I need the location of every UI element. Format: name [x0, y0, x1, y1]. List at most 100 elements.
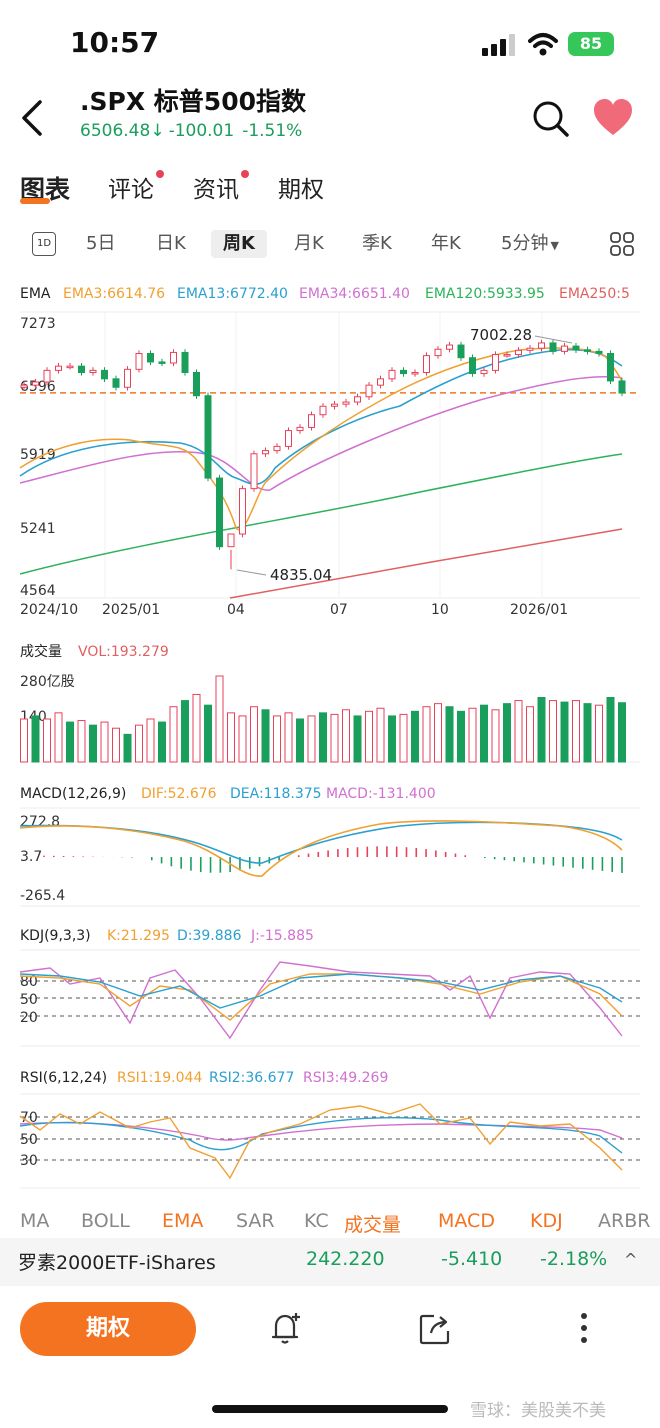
volume-bar: [514, 700, 523, 763]
volume-bar: [330, 713, 339, 763]
candle: [411, 371, 419, 375]
candle: [607, 352, 614, 382]
chevron-down-icon: ▼: [550, 239, 559, 252]
tab-comments-label: 评论: [108, 177, 154, 203]
grid-layout-icon[interactable]: [610, 232, 634, 256]
volume-legend-value: VOL:193.279: [78, 644, 169, 660]
tab-news[interactable]: 资讯: [193, 170, 249, 204]
rsi1-value: RSI1:19.044: [117, 1070, 202, 1086]
volume-bar: [296, 718, 304, 763]
kdj-axis-label: 50: [20, 992, 38, 1008]
back-button[interactable]: [18, 98, 48, 138]
volume-bar: [595, 704, 603, 763]
candle: [181, 351, 189, 373]
period-yearly[interactable]: 年K: [431, 233, 461, 254]
intraday-icon[interactable]: 1D: [32, 232, 56, 256]
ticker-change-percent: -2.18%: [540, 1248, 608, 1270]
volume-bar: [319, 712, 327, 763]
tab-options[interactable]: 期权: [278, 170, 324, 204]
candle: [227, 533, 235, 548]
candle: [112, 378, 120, 388]
candle: [239, 488, 246, 535]
macd-axis-label: -265.4: [20, 888, 65, 904]
period-weekly[interactable]: 周K: [211, 230, 267, 258]
volume-bar: [618, 702, 626, 763]
indicator-volume[interactable]: 成交量: [344, 1214, 402, 1236]
volume-bar: [353, 715, 362, 763]
volume-bar: [388, 715, 396, 763]
notification-dot: [241, 170, 249, 178]
kdj-axis-label: 80: [20, 974, 38, 990]
kdj-j-value: J:-15.885: [250, 928, 314, 944]
candle: [273, 445, 281, 452]
volume-bar: [468, 707, 477, 763]
rsi-axis-label: 70: [20, 1110, 38, 1126]
indicator-macd[interactable]: MACD: [438, 1210, 495, 1232]
period-5day[interactable]: 5日: [86, 233, 116, 254]
volume-bar: [606, 697, 615, 763]
share-icon[interactable]: [418, 1312, 452, 1346]
price-axis-label: 4564: [20, 583, 56, 599]
macd-dif-line: [19, 820, 623, 877]
status-bar: 10:57 85: [0, 0, 660, 80]
candle: [20, 384, 28, 388]
ema13-line: [19, 348, 623, 486]
favorite-heart-button[interactable]: [592, 98, 634, 138]
x-axis-label: 10: [431, 602, 449, 618]
indicator-kdj[interactable]: KDJ: [530, 1210, 563, 1232]
indicator-boll[interactable]: BOLL: [81, 1210, 130, 1232]
wifi-icon: [528, 33, 558, 56]
candle: [101, 369, 108, 380]
volume-bar: [284, 712, 293, 763]
candle: [32, 381, 39, 386]
stock-chart[interactable]: EMA EMA3:6614.76 EMA13:6772.40 EMA34:665…: [0, 278, 660, 1198]
period-5min-dropdown[interactable]: 5分钟 ▼: [501, 230, 559, 258]
battery-indicator: 85: [568, 32, 614, 56]
volume-bar: [227, 712, 235, 763]
period-monthly[interactable]: 月K: [294, 233, 324, 254]
volume-axis-top: 280亿股: [20, 674, 75, 690]
candle: [469, 357, 476, 375]
tab-comments[interactable]: 评论: [108, 170, 164, 204]
change-percent: -1.51%: [242, 121, 303, 141]
candle: [572, 345, 580, 351]
candle: [250, 453, 258, 490]
candle: [618, 380, 626, 394]
candle: [480, 369, 488, 375]
macd-histogram-value: MACD:-131.400: [326, 786, 436, 802]
rsi3-value: RSI3:49.269: [303, 1070, 388, 1086]
volume-bar: [583, 703, 592, 763]
volume-bar: [54, 712, 63, 763]
macd-dif-value: DIF:52.676: [141, 786, 217, 802]
price-alert-bell-icon[interactable]: [268, 1310, 304, 1346]
more-options-icon[interactable]: [572, 1310, 596, 1346]
related-ticker-bar[interactable]: 罗素2000ETF-iShares 242.220 -5.410 -2.18% …: [0, 1238, 660, 1286]
volume-bar: [537, 697, 546, 763]
candle: [388, 369, 396, 380]
candle: [446, 344, 453, 350]
macd-axis-label: 3.7: [20, 849, 42, 865]
candlestick-series: [20, 339, 626, 570]
ema250-line: [229, 528, 623, 599]
x-axis-label: 04: [227, 602, 245, 618]
ticker-change: -5.410: [441, 1248, 503, 1270]
candle: [595, 350, 603, 354]
candle: [492, 354, 499, 371]
x-axis-label: 07: [330, 602, 348, 618]
price-down-arrow-icon: ↓: [150, 121, 165, 141]
indicator-sar[interactable]: SAR: [236, 1210, 275, 1232]
indicator-ma[interactable]: MA: [20, 1210, 50, 1232]
kdj-k-line: [19, 973, 623, 1021]
volume-bar: [112, 727, 120, 763]
indicator-kc[interactable]: KC: [304, 1210, 329, 1232]
search-button[interactable]: [530, 98, 570, 138]
ema250-value: EMA250:5: [559, 286, 630, 302]
chevron-up-icon[interactable]: ^: [624, 1250, 638, 1269]
candle: [55, 365, 62, 371]
period-daily[interactable]: 日K: [156, 233, 186, 254]
candle: [538, 342, 545, 349]
period-quarterly[interactable]: 季K: [362, 233, 392, 254]
options-button[interactable]: 期权: [20, 1302, 196, 1356]
indicator-ema[interactable]: EMA: [162, 1210, 204, 1232]
indicator-arbr[interactable]: ARBR: [598, 1210, 651, 1232]
